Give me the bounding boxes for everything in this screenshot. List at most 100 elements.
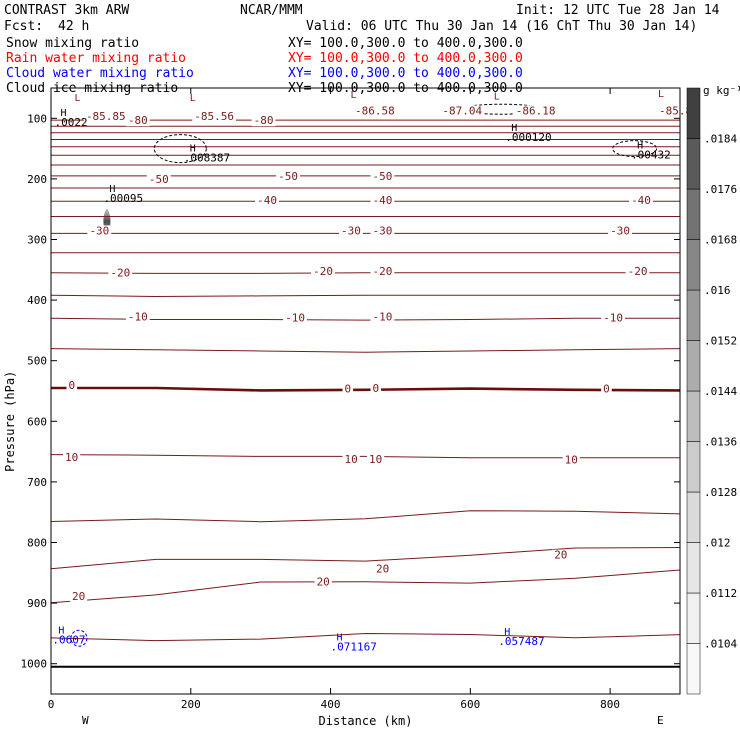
- cloud-contour: [70, 629, 88, 647]
- contour-label: -40: [631, 194, 651, 207]
- contour-line-20: [50, 569, 681, 604]
- y-tick-label: 300: [27, 234, 47, 247]
- contour-label: 10: [369, 453, 382, 466]
- colorbar: .0104 .0112 .012 .0128 .0136 .0144 .0152 .016 .0…: [686, 87, 737, 695]
- contour-label: -20: [313, 265, 333, 278]
- contour-label: 0: [372, 382, 379, 395]
- contour-label: -40: [372, 194, 392, 207]
- colorbar-swatch: [686, 340, 701, 392]
- extremum-value: .00432: [631, 148, 671, 161]
- colorbar-tick-label: .0104: [704, 638, 737, 651]
- extremum-value: .008387: [184, 152, 230, 165]
- label-background: [552, 549, 570, 561]
- contour-label: -10: [603, 312, 623, 325]
- label-background: [370, 383, 382, 394]
- label-background: [62, 452, 81, 464]
- colorbar-unit: g kg⁻¹: [703, 84, 740, 97]
- label-background: [311, 266, 335, 278]
- contour-label: -30: [341, 224, 361, 237]
- label-background: [370, 195, 395, 207]
- contour-label: -80: [128, 114, 148, 127]
- contour-label: 20: [376, 563, 389, 576]
- label-background: [83, 110, 128, 122]
- contour-label: -10: [128, 310, 148, 323]
- plot-frame: [50, 87, 681, 695]
- colorbar-swatch: [686, 289, 701, 341]
- contour-label: -50: [149, 173, 169, 186]
- colorbar-tick-label: .0168: [704, 234, 737, 247]
- center-label: NCAR/MMM: [240, 3, 303, 18]
- label-background: [339, 225, 363, 237]
- label-background: [625, 266, 650, 278]
- extremum-value: .071167: [331, 641, 377, 654]
- y-tick-label: 1000: [21, 658, 48, 671]
- contour-label: -80: [254, 114, 274, 127]
- extremum-L: L: [351, 90, 357, 101]
- label-background: [125, 311, 150, 323]
- extremum-H: H: [190, 144, 196, 155]
- contour-label: -87.04: [442, 104, 482, 117]
- contour-label: -30: [372, 224, 392, 237]
- x-tick-label: 0: [48, 698, 55, 711]
- extremum-value: .000120: [505, 131, 551, 144]
- label-background: [283, 312, 307, 324]
- label-background: [314, 576, 332, 588]
- contour-label: -85.85: [86, 110, 126, 123]
- contour-labels: -85.85 -80 -85.56 -80-86.58 -87.04 -86.18 -85.…: [62, 104, 695, 603]
- contour-label: -30: [610, 224, 630, 237]
- label-background: [342, 383, 354, 395]
- contour-line-5: [50, 454, 680, 459]
- field-legend: Snow mixing ratio XY= 100.0,300.0 to 400.…: [6, 36, 523, 96]
- label-background: [276, 170, 300, 182]
- label-background: [342, 453, 360, 465]
- label-background: [370, 170, 395, 182]
- colorbar-swatch: [686, 239, 701, 291]
- extremum-value: .00095: [103, 192, 143, 205]
- colorbar-swatch: [686, 188, 701, 240]
- contour-line-15: [50, 547, 681, 570]
- label-background: [87, 225, 112, 237]
- extremum-L: L: [190, 93, 196, 104]
- contour-label: -30: [89, 224, 109, 237]
- west-label: W: [82, 714, 89, 727]
- colorbar-swatch: [686, 390, 701, 442]
- label-background: [373, 563, 392, 575]
- label-background: [366, 453, 385, 465]
- temperature-contours: [50, 119, 681, 668]
- field-name: Cloud water mixing ratio: [6, 66, 194, 81]
- y-tick-label: 200: [27, 173, 47, 186]
- label-background: [192, 110, 236, 122]
- y-tick-label: 800: [27, 537, 47, 550]
- label-background: [440, 105, 484, 117]
- contour-label: 0: [68, 379, 75, 392]
- contour-label: -10: [372, 310, 392, 323]
- y-tick-label: 600: [27, 415, 47, 428]
- x-tick-label: 400: [321, 698, 341, 711]
- field-name: Snow mixing ratio: [6, 36, 139, 51]
- colorbar-tick-label: .016: [704, 284, 731, 297]
- extremum-value: .057487: [498, 635, 544, 648]
- label-background: [657, 105, 695, 117]
- extremum-H: H: [337, 633, 343, 644]
- label-background: [353, 105, 397, 117]
- label-background: [601, 312, 625, 324]
- colorbar-swatch: [686, 138, 701, 190]
- extremum-L: L: [74, 93, 80, 104]
- fcst-value: 42 h: [58, 19, 89, 34]
- colorbar-tick-label: .0176: [704, 183, 737, 196]
- field-xy: XY= 100.0,300.0 to 400.0,300.0: [288, 51, 523, 66]
- label-background: [370, 225, 395, 237]
- field-xy: XY= 100.0,300.0 to 400.0,300.0: [288, 66, 523, 81]
- contour-line-10: [50, 510, 681, 523]
- contour-label: -50: [372, 170, 392, 183]
- extremum-value: .0607: [52, 633, 85, 646]
- contour-label: 0: [345, 383, 352, 396]
- contour-line--15: [50, 294, 680, 298]
- colorbar-swatch: [686, 542, 701, 594]
- extremum-H: H: [504, 627, 510, 638]
- contour-line--5: [50, 348, 681, 353]
- valid-time: Valid: 06 UTC Thu 30 Jan 14 (16 ChT Thu …: [306, 19, 697, 34]
- contour-label: -20: [110, 266, 130, 279]
- extremum-L: L: [494, 91, 500, 102]
- contour-label: -20: [628, 265, 648, 278]
